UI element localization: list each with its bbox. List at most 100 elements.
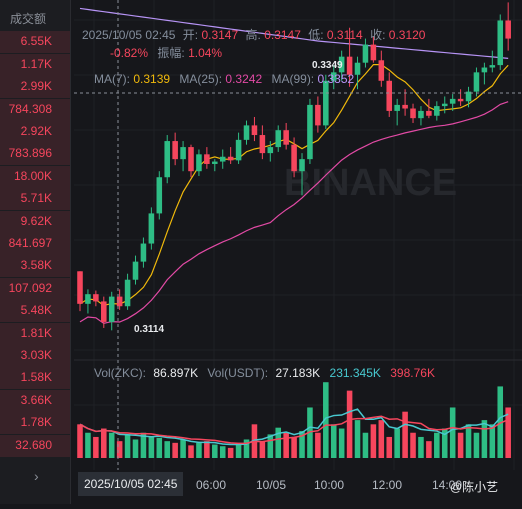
ma25-line [79,101,509,324]
change-value: -0.82% [110,46,149,60]
volume-bar [180,439,186,458]
vol-zkc-label: Vol(ZKC): [94,366,147,380]
volume-bar [196,442,202,458]
candle [148,213,155,244]
chart-canvas[interactable]: BINANCE [74,0,522,504]
candle [378,60,385,81]
volume-bar [85,432,91,458]
ma-row: MA(7): 0.3139 MA(25): 0.3242 MA(99): 0.3… [94,72,354,86]
high-label: 高: [245,28,261,42]
amount-value: 18.00K [13,168,52,183]
volume-bar [219,446,226,458]
candle [283,130,289,145]
candle [172,141,178,160]
volume-bar [93,436,99,458]
time-label: 10:00 [314,478,345,492]
volume-row: Vol(ZKC): 86.897K Vol(USDT): 27.183K 231… [94,366,435,380]
candle [338,56,345,73]
volume-bar [338,428,345,458]
candle [93,294,99,302]
column-header: 成交额 [10,12,47,26]
volume-bar [441,428,448,458]
volume-bar [101,428,107,458]
change-row: -0.82% 振幅: 1.04% [110,44,222,61]
amount-value: 3.58K [20,258,52,273]
close-label: 收: [370,28,386,42]
amount-value: 107.092 [8,280,52,295]
ma99-label: MA(99): [271,72,315,86]
volume-bar [172,442,178,458]
amount-bar [0,322,70,345]
volume-bar [212,444,218,458]
amount-value: 784.308 [8,101,52,116]
vol-zkc-value: 86.897K [153,366,199,380]
amount-value: 3.03K [20,348,52,362]
volume-bar [505,407,511,458]
volume-bar [148,436,155,458]
ma99-value: 0.3352 [317,72,355,86]
amp-label: 振幅: [157,46,185,60]
candle [180,147,186,160]
amount-bar [0,210,70,233]
candle [315,104,321,126]
candle [362,44,369,63]
amount-bar [0,188,70,211]
volume-bar [140,432,147,458]
candle [196,154,202,172]
watermark-overlay: @陈小艺 [450,480,499,494]
amount-value: 2.99K [20,79,52,94]
open-value: 0.3147 [201,28,239,42]
time-label: 06:00 [196,478,227,492]
low-label: 低: [308,28,324,42]
ma7-label: MA(7): [94,72,130,86]
amount-value: 32.680 [15,437,52,452]
candle [188,147,194,172]
volume-bar [354,420,361,458]
candle [497,20,504,66]
volume-bar [386,436,393,458]
amount-value: 783.896 [8,146,52,161]
volume-bar [275,427,282,458]
vol-ma2-value: 398.76K [390,366,435,380]
volume-bar [116,441,123,458]
amount-value: 5.71K [20,191,52,206]
volume-bar [370,424,377,458]
vol-ma1-value: 231.345K [329,366,381,380]
candle [473,72,480,92]
volume-bar [124,434,131,458]
vol-usdt-label: Vol(USDT): [207,366,269,380]
volume-bar [402,411,408,458]
volume-bar [315,432,321,458]
candle [116,296,123,307]
kline-chart[interactable]: BINANCE 2025/10/05 02:45 开: 0.3147 高: 0.… [74,0,522,504]
candle [505,20,511,39]
candle [426,110,432,116]
candle [227,156,234,161]
amount-bar [0,233,70,255]
candle [449,98,456,104]
low-value: 0.3114 [326,28,363,42]
amount-value: 3.66K [20,392,52,407]
candle [124,279,131,307]
amount-value: 2.92K [20,124,52,138]
amount-value: 5.48K [20,303,52,318]
amount-value: 1.78K [20,415,52,430]
volume-bar [323,382,329,458]
volume-bar [259,441,266,458]
volume-bar [77,424,83,458]
ohlc-row: 2025/10/05 02:45 开: 0.3147 高: 0.3147 低: … [82,26,425,43]
amp-value: 1.04% [188,46,223,60]
amount-bar [0,434,70,457]
volume-bar [267,434,274,458]
candle [434,106,440,116]
candle [354,62,361,75]
chevron-right-icon[interactable]: › [34,468,39,484]
candle [307,104,313,160]
time-label: 10/05 [256,478,287,492]
volume-bar [362,432,369,458]
candle [457,98,464,102]
amount-bar [0,143,70,166]
volume-bar [426,441,432,458]
ma7-value: 0.3139 [133,72,171,86]
candle [346,56,353,75]
